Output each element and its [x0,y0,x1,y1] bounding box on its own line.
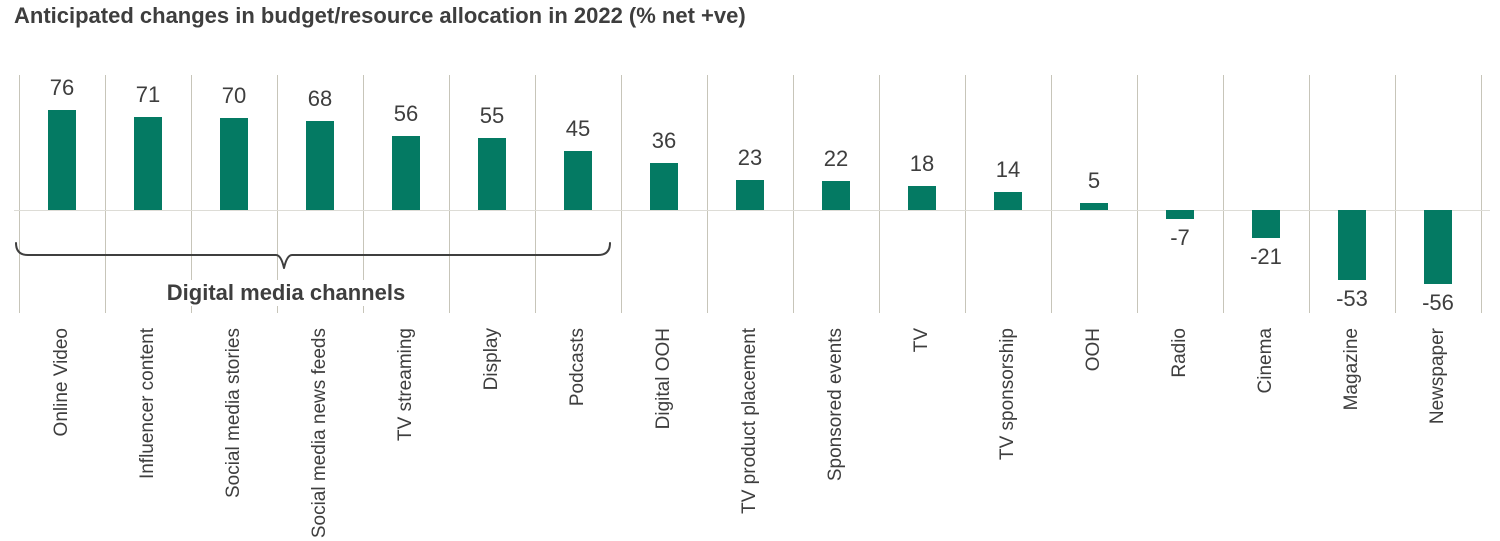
value-label: 23 [737,145,763,170]
bar-display [478,138,506,210]
bar-radio [1166,210,1194,219]
value-label: 36 [651,128,677,153]
category-gridline [277,75,278,313]
value-label: 45 [565,116,591,141]
category-label-cell: Social media stories [191,328,277,541]
value-label: 71 [135,82,161,107]
category-label: Cinema [1255,328,1277,394]
category-label-cell: Newspaper [1395,328,1481,541]
category-gridline [965,75,966,313]
value-label: 18 [909,151,935,176]
category-gridline [1395,75,1396,313]
category-label-cell: OOH [1051,328,1137,541]
category-label: TV streaming [395,328,417,441]
category-gridline [105,75,106,313]
category-gridline [1481,75,1482,313]
bracket-annotation-label: Digital media channels [136,280,436,306]
category-label: Magazine [1341,328,1363,411]
category-gridline [1137,75,1138,313]
bar-podcasts [564,151,592,210]
category-label: Online Video [51,328,73,437]
category-label: Newspaper [1427,328,1449,425]
category-label: TV [911,328,933,353]
category-gridline [1309,75,1310,313]
category-label: Podcasts [567,328,589,407]
bar-newspaper [1424,210,1452,284]
category-label-cell: Social media news feeds [277,328,363,541]
category-label-cell: Radio [1137,328,1223,541]
category-gridline [1051,75,1052,313]
bar-influencer-content [134,117,162,210]
value-label: -21 [1250,244,1282,269]
category-label: OOH [1083,328,1105,372]
bar-online-video [48,110,76,210]
category-label: Radio [1169,328,1191,378]
category-label-cell: Display [449,328,535,541]
category-label-cell: Sponsored events [793,328,879,541]
digital-media-bracket [15,242,611,269]
category-gridline [363,75,364,313]
category-gridline [621,75,622,313]
value-label: -7 [1170,225,1190,250]
chart-title: Anticipated changes in budget/resource a… [14,3,746,28]
category-label: Social media stories [223,328,245,499]
category-label: Display [481,328,503,391]
category-gridline [707,75,708,313]
value-label: 22 [823,146,849,171]
bar-cinema [1252,210,1280,238]
value-label: 76 [49,75,75,100]
bar-tv [908,186,936,210]
category-label-cell: Online Video [19,328,105,541]
bar-tv-product-placement [736,180,764,210]
value-label: 68 [307,86,333,111]
category-label: TV product placement [739,328,761,514]
value-label: -56 [1422,290,1454,315]
bar-sponsored-events [822,181,850,210]
category-gridline [19,75,20,313]
category-label-cell: TV streaming [363,328,449,541]
category-label-cell: Magazine [1309,328,1395,541]
category-gridline [793,75,794,313]
bar-tv-streaming [392,136,420,210]
category-gridline [879,75,880,313]
bar-ooh [1080,203,1108,210]
category-label: Sponsored events [825,328,847,482]
category-label-cell: TV [879,328,965,541]
value-label: 70 [221,83,247,108]
category-gridline [191,75,192,313]
bar-tv-sponsorship [994,192,1022,210]
category-label-cell: Podcasts [535,328,621,541]
category-gridline [449,75,450,313]
value-label: 5 [1087,168,1101,193]
category-label: Social media news feeds [309,328,331,539]
value-label: 55 [479,103,505,128]
value-label: 56 [393,101,419,126]
category-gridline [1223,75,1224,313]
bar-social-media-stories [220,118,248,210]
category-label-cell: Influencer content [105,328,191,541]
category-label-cell: Digital OOH [621,328,707,541]
category-label: Influencer content [137,328,159,480]
bar-magazine [1338,210,1366,280]
category-label: TV sponsorship [997,328,1019,461]
category-label: Digital OOH [653,328,675,430]
bar-digital-ooh [650,163,678,210]
category-label-cell: TV product placement [707,328,793,541]
value-label: -53 [1336,286,1368,311]
category-label-cell: TV sponsorship [965,328,1051,541]
zero-axis-line [14,210,1490,211]
category-label-cell: Cinema [1223,328,1309,541]
category-gridline [535,75,536,313]
value-label: 14 [995,157,1021,182]
bar-social-media-news-feeds [306,121,334,210]
